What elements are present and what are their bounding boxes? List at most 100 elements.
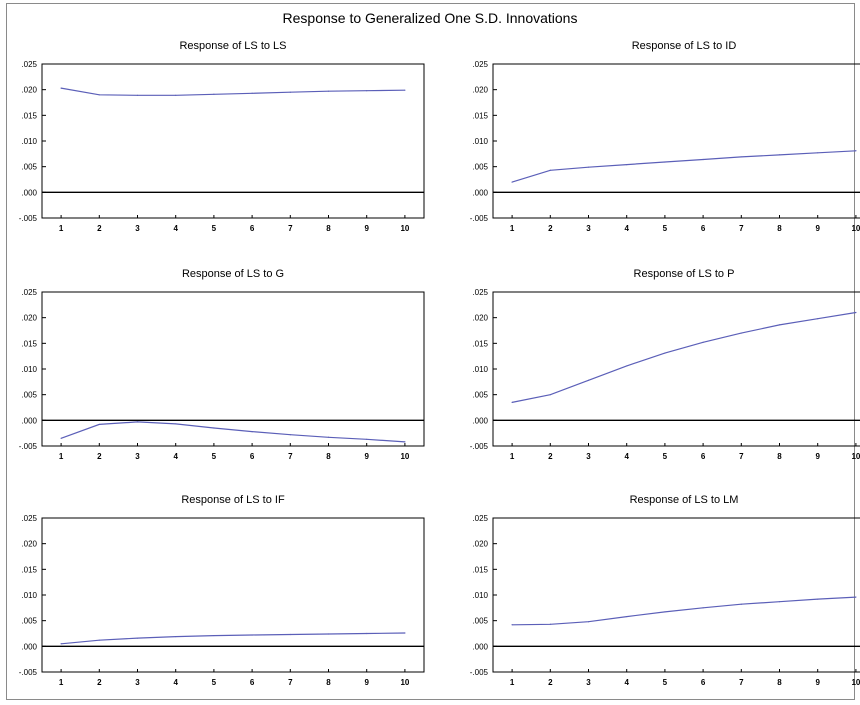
- data-point: [175, 94, 177, 96]
- y-tick-label: .010: [472, 365, 488, 374]
- chart-title: Response of LS to ID: [632, 40, 737, 52]
- y-tick-label: .020: [472, 314, 488, 323]
- data-point: [549, 169, 551, 171]
- x-tick-label: 4: [173, 224, 178, 233]
- y-tick-label: -.005: [19, 442, 38, 451]
- x-tick-label: 4: [173, 678, 178, 687]
- x-tick-label: 3: [586, 224, 591, 233]
- y-tick-label: .020: [21, 86, 37, 95]
- y-tick-label: .025: [472, 514, 488, 523]
- plot-area: [492, 291, 860, 447]
- y-tick-label: .005: [472, 391, 488, 400]
- y-tick-label: -.005: [19, 214, 38, 223]
- x-tick-label: 3: [586, 452, 591, 461]
- plot-area: [492, 517, 860, 673]
- data-point: [404, 632, 406, 634]
- x-tick-label: 7: [739, 452, 744, 461]
- x-tick-label: 2: [97, 678, 102, 687]
- x-tick-label: 4: [624, 678, 629, 687]
- x-tick-label: 1: [510, 678, 515, 687]
- data-point: [289, 91, 291, 93]
- x-tick-label: 10: [400, 224, 409, 233]
- x-tick-label: 5: [212, 452, 217, 461]
- chart-panel: Response of LS to LS .025 .020 .015 .010 .005…: [19, 40, 425, 233]
- y-tick-label: .000: [472, 416, 488, 425]
- chart-panel: Response of LS to ID .025 .020 .015 .010 .005…: [470, 40, 860, 233]
- data-point: [817, 152, 819, 154]
- data-point: [817, 598, 819, 600]
- chart-title: Response of LS to G: [182, 268, 284, 280]
- data-point: [136, 94, 139, 96]
- chart-panel: Response of LS to G .025 .020 .015 .010 .005.…: [19, 268, 425, 461]
- data-point: [60, 87, 62, 89]
- chart-panel: Response of LS to LM .025 .020 .015 .010 .005…: [470, 494, 860, 687]
- data-point: [817, 318, 819, 320]
- x-tick-label: 4: [173, 452, 178, 461]
- x-tick-label: 10: [400, 678, 409, 687]
- y-tick-label: -.005: [470, 442, 489, 451]
- data-point: [327, 90, 330, 92]
- x-tick-label: 3: [586, 678, 591, 687]
- data-point: [855, 311, 857, 314]
- y-tick-label: -.005: [470, 214, 489, 223]
- x-tick-label: 6: [250, 678, 255, 687]
- data-point: [175, 423, 177, 425]
- data-point: [626, 365, 628, 367]
- plot-area: [41, 63, 425, 219]
- data-point: [626, 615, 628, 618]
- x-tick-label: 9: [364, 678, 369, 687]
- y-tick-label: .015: [472, 111, 488, 120]
- x-tick-label: 8: [777, 678, 782, 687]
- data-point: [587, 379, 590, 381]
- x-tick-label: 5: [663, 678, 668, 687]
- data-point: [549, 394, 551, 396]
- y-tick-label: .000: [21, 188, 37, 197]
- series-line: [60, 87, 405, 96]
- data-point: [251, 92, 253, 94]
- data-point: [587, 166, 590, 168]
- x-tick-label: 10: [851, 452, 860, 461]
- data-point: [213, 427, 215, 429]
- x-tick-label: 2: [548, 224, 553, 233]
- y-tick-label: .015: [472, 565, 488, 574]
- y-tick-label: .010: [21, 137, 37, 146]
- y-tick-label: .010: [472, 137, 488, 146]
- x-tick-label: 2: [548, 452, 553, 461]
- x-tick-label: 10: [851, 224, 860, 233]
- x-tick-label: 6: [701, 224, 706, 233]
- y-tick-label: .010: [472, 591, 488, 600]
- y-tick-label: .015: [21, 111, 37, 120]
- x-tick-label: 2: [548, 678, 553, 687]
- y-tick-label: .025: [472, 60, 488, 69]
- data-point: [404, 89, 406, 91]
- x-tick-label: 5: [212, 224, 217, 233]
- figure-title: Response to Generalized One S.D. Innovat…: [282, 10, 578, 26]
- data-point: [289, 633, 291, 636]
- y-tick-label: .005: [472, 163, 488, 172]
- x-tick-label: 5: [212, 678, 217, 687]
- data-point: [136, 637, 139, 639]
- x-tick-label: 6: [250, 452, 255, 461]
- data-point: [327, 436, 330, 438]
- x-tick-label: 7: [739, 678, 744, 687]
- x-tick-label: 10: [851, 678, 860, 687]
- x-tick-label: 1: [510, 224, 515, 233]
- data-point: [778, 324, 781, 326]
- y-tick-label: .025: [21, 288, 37, 297]
- x-tick-label: 6: [250, 224, 255, 233]
- data-point: [213, 93, 215, 95]
- data-point: [213, 634, 215, 637]
- y-tick-label: .025: [21, 514, 37, 523]
- x-tick-label: 5: [663, 452, 668, 461]
- data-point: [702, 158, 704, 161]
- x-tick-label: 9: [364, 224, 369, 233]
- chart-title: Response of LS to IF: [181, 494, 285, 506]
- series-line: [511, 311, 856, 403]
- data-point: [60, 643, 62, 645]
- series-line: [512, 596, 856, 626]
- chart-panel: Response of LS to P .025 .020 .015 .010 .005.…: [470, 268, 860, 461]
- data-point: [251, 634, 253, 636]
- x-tick-label: 8: [777, 224, 782, 233]
- y-tick-label: .000: [21, 642, 37, 651]
